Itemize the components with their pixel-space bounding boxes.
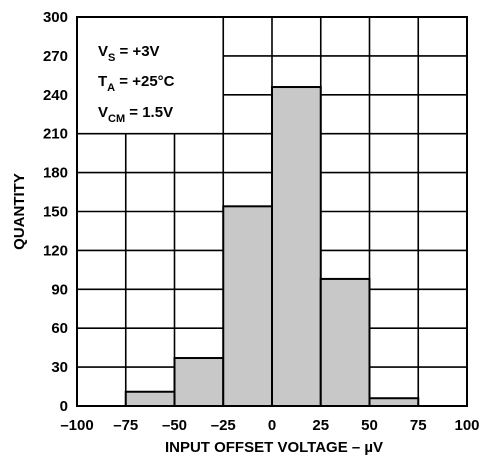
y-tick-label: 210 — [43, 126, 68, 143]
x-tick-label: –50 — [162, 417, 187, 434]
y-tick-label: 240 — [43, 87, 68, 104]
y-tick-label: 300 — [43, 9, 68, 26]
y-tick-label: 270 — [43, 48, 68, 65]
histogram-bar — [319, 277, 371, 407]
y-axis-label: QUANTITY — [11, 173, 28, 250]
condition-line: VCM = 1.5V — [98, 104, 173, 125]
y-tick-label: 150 — [43, 204, 68, 221]
x-tick-label: –25 — [211, 417, 236, 434]
condition-value: = +3V — [115, 43, 159, 60]
condition-value: = +25°C — [115, 73, 175, 90]
condition-subscript: A — [107, 82, 115, 94]
histogram-bar — [173, 357, 225, 408]
condition-symbol: V — [98, 43, 108, 60]
y-tick-label: 30 — [51, 359, 68, 376]
y-tick-label: 90 — [51, 281, 68, 298]
bars — [124, 86, 420, 408]
x-tick-label: 25 — [312, 417, 329, 434]
y-tick-label: 60 — [51, 320, 68, 337]
x-axis-label: INPUT OFFSET VOLTAGE – µV — [165, 439, 383, 456]
y-tick-label: 120 — [43, 242, 68, 259]
x-tick-labels: –100 –75 –50 –25 0 25 50 75 100 — [60, 417, 479, 434]
condition-symbol: V — [98, 104, 108, 121]
condition-subscript: CM — [108, 113, 125, 125]
x-tick-label: 0 — [268, 417, 276, 434]
histogram-bar — [222, 205, 273, 407]
x-tick-label: 100 — [454, 417, 479, 434]
histogram-bar — [271, 86, 322, 408]
x-tick-label: –100 — [60, 417, 93, 434]
x-tick-label: –75 — [113, 417, 138, 434]
histogram-bar — [368, 397, 420, 408]
condition-line: VS = +3V — [98, 43, 160, 64]
y-tick-label: 180 — [43, 165, 68, 182]
x-tick-label: 75 — [410, 417, 427, 434]
condition-symbol: T — [98, 73, 107, 90]
x-tick-label: 50 — [361, 417, 378, 434]
histogram-bar — [124, 390, 176, 407]
y-tick-labels: 0 30 60 90 120 150 180 210 240 270 300 — [43, 9, 68, 415]
condition-value: = 1.5V — [125, 104, 173, 121]
condition-line: TA = +25°C — [98, 73, 175, 94]
condition-subscript: S — [108, 52, 115, 64]
y-tick-label: 0 — [60, 398, 68, 415]
plot-frame — [76, 16, 468, 407]
